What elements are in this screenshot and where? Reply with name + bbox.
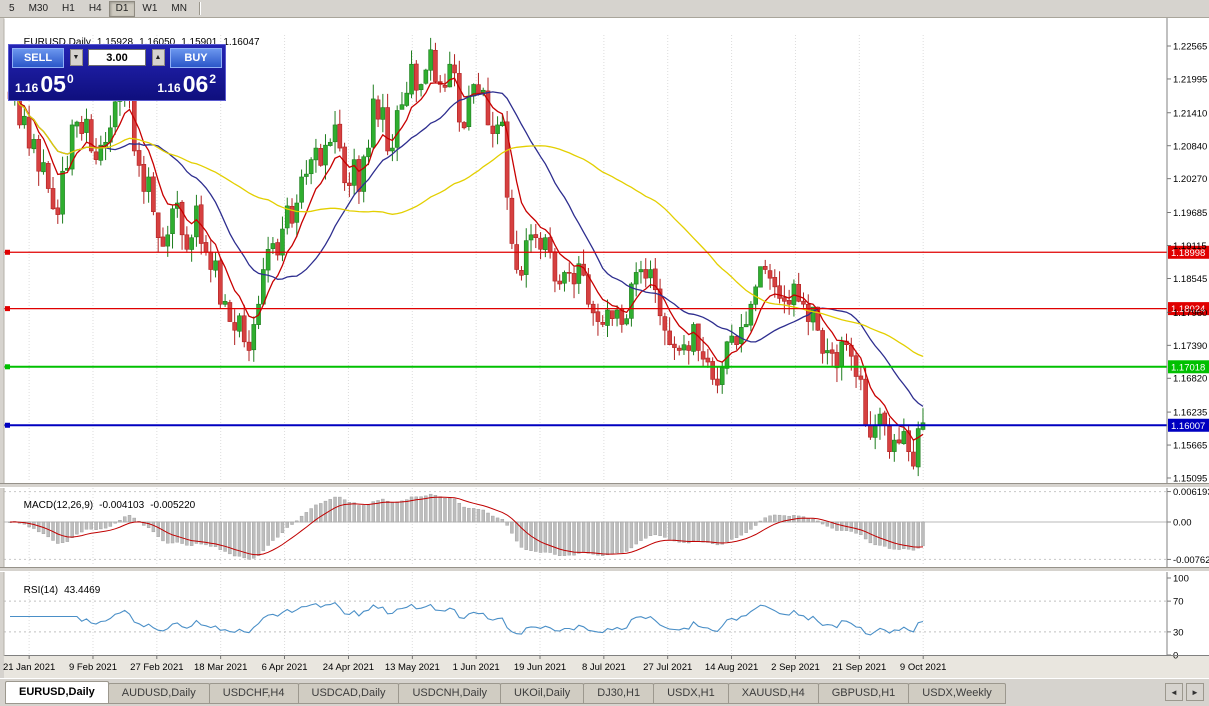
- svg-text:1.15095: 1.15095: [1173, 473, 1207, 484]
- svg-text:27 Jul 2021: 27 Jul 2021: [643, 662, 692, 673]
- svg-text:13 May 2021: 13 May 2021: [385, 662, 440, 673]
- tab-usdchf-h4[interactable]: USDCHF,H4: [208, 683, 299, 704]
- svg-text:1.21410: 1.21410: [1173, 108, 1207, 119]
- tab-audusd-daily[interactable]: AUDUSD,Daily: [107, 683, 210, 704]
- svg-text:30: 30: [1173, 627, 1184, 638]
- tab-usdcad-daily[interactable]: USDCAD,Daily: [297, 683, 400, 704]
- svg-text:70: 70: [1173, 597, 1184, 608]
- tab-dj30-h1[interactable]: DJ30,H1: [583, 683, 655, 704]
- tab-usdx-weekly[interactable]: USDX,Weekly: [908, 683, 1006, 704]
- volume-increase-button[interactable]: ▲: [151, 49, 165, 66]
- tab-gbpusd-h1[interactable]: GBPUSD,H1: [817, 683, 910, 704]
- svg-text:9 Oct 2021: 9 Oct 2021: [900, 662, 946, 673]
- svg-text:19 Jun 2021: 19 Jun 2021: [514, 662, 566, 673]
- tab-scroll-left-icon[interactable]: ◄: [1165, 683, 1183, 701]
- chart-tab-bar: EURUSD,Daily AUDUSD,Daily USDCHF,H4 USDCAD,…: [0, 678, 1209, 706]
- svg-text:1.15665: 1.15665: [1173, 441, 1207, 452]
- svg-text:1.18998: 1.18998: [1171, 248, 1205, 259]
- svg-text:9 Feb 2021: 9 Feb 2021: [69, 662, 117, 673]
- timeframe-d1[interactable]: D1: [108, 0, 136, 17]
- svg-text:1.16235: 1.16235: [1173, 408, 1207, 419]
- chart-area: 1.18998 1.18024 1.17018 1.16007 1.22565 1.219…: [0, 18, 1209, 678]
- svg-text:14 Aug 2021: 14 Aug 2021: [705, 662, 758, 673]
- svg-text:0.00: 0.00: [1173, 518, 1192, 529]
- timeframe-m30[interactable]: M30: [28, 2, 49, 14]
- timeframe-toolbar: 5 M30 H1 H4 D1 W1 MN: [0, 0, 1209, 18]
- svg-text:27 Feb 2021: 27 Feb 2021: [130, 662, 183, 673]
- svg-text:1.18545: 1.18545: [1173, 274, 1207, 285]
- svg-text:2 Sep 2021: 2 Sep 2021: [771, 662, 820, 673]
- svg-text:1.17018: 1.17018: [1171, 362, 1205, 373]
- svg-text:1.16007: 1.16007: [1171, 421, 1205, 432]
- svg-text:24 Apr 2021: 24 Apr 2021: [323, 662, 374, 673]
- volume-input[interactable]: [88, 49, 146, 66]
- sell-price: 1.16 05 0: [15, 73, 74, 96]
- svg-text:1.21995: 1.21995: [1173, 74, 1207, 85]
- svg-text:8 Jul 2021: 8 Jul 2021: [582, 662, 626, 673]
- sell-price-point: 0: [66, 72, 74, 86]
- svg-text:1.18024: 1.18024: [1171, 304, 1205, 315]
- tab-scroll-right-icon[interactable]: ►: [1186, 683, 1204, 701]
- svg-text:1.17960: 1.17960: [1173, 308, 1207, 319]
- tab-scroll-arrows: ◄ ►: [1165, 683, 1209, 706]
- pane-splitter-rsi[interactable]: [0, 567, 1209, 572]
- svg-text:1.20840: 1.20840: [1173, 141, 1207, 152]
- svg-text:0.006193: 0.006193: [1173, 487, 1209, 498]
- tab-usdcnh-daily[interactable]: USDCNH,Daily: [398, 683, 502, 704]
- svg-text:-0.00762: -0.00762: [1173, 555, 1209, 566]
- svg-text:1.20270: 1.20270: [1173, 174, 1207, 185]
- buy-price: 1.16 06 2: [157, 73, 216, 96]
- svg-text:100: 100: [1173, 574, 1189, 585]
- tab-ukoil-daily[interactable]: UKOil,Daily: [500, 683, 585, 704]
- buy-price-base: 1.16: [157, 81, 181, 95]
- chart-canvas[interactable]: 1.18998 1.18024 1.17018 1.16007 1.22565 1.219…: [0, 18, 1209, 678]
- toolbar-separator: [198, 2, 200, 15]
- buy-price-point: 2: [209, 72, 216, 86]
- tab-usdx-h1[interactable]: USDX,H1: [653, 683, 729, 704]
- timeframe-h4[interactable]: H4: [88, 2, 102, 14]
- tab-eurusd-daily[interactable]: EURUSD,Daily: [5, 681, 109, 704]
- timeframe-h1[interactable]: H1: [62, 2, 75, 14]
- svg-text:21 Sep 2021: 21 Sep 2021: [832, 662, 886, 673]
- sell-price-pips: 05: [40, 71, 66, 97]
- svg-text:18 Mar 2021: 18 Mar 2021: [194, 662, 247, 673]
- svg-text:21 Jan 2021: 21 Jan 2021: [3, 662, 55, 673]
- svg-text:1.17390: 1.17390: [1173, 341, 1207, 352]
- svg-text:1.16820: 1.16820: [1173, 374, 1207, 385]
- svg-text:1.22565: 1.22565: [1173, 42, 1207, 53]
- svg-text:1 Jun 2021: 1 Jun 2021: [453, 662, 500, 673]
- svg-text:6 Apr 2021: 6 Apr 2021: [262, 662, 308, 673]
- timeframe-mn[interactable]: MN: [171, 2, 187, 14]
- svg-text:1.19115: 1.19115: [1173, 241, 1207, 252]
- buy-button[interactable]: BUY: [170, 47, 222, 68]
- tab-xauusd-h4[interactable]: XAUUSD,H4: [727, 683, 819, 704]
- sell-button[interactable]: SELL: [12, 47, 64, 68]
- svg-text:1.19685: 1.19685: [1173, 208, 1207, 219]
- timeframe-w1[interactable]: W1: [142, 2, 158, 14]
- pane-splitter-macd[interactable]: [0, 483, 1209, 488]
- volume-decrease-button[interactable]: ▼: [69, 49, 83, 66]
- chart-tabs: EURUSD,Daily AUDUSD,Daily USDCHF,H4 USDCAD,…: [0, 681, 1165, 706]
- sell-price-base: 1.16: [15, 81, 39, 95]
- buy-price-pips: 06: [182, 71, 209, 97]
- timeframe-5[interactable]: 5: [9, 2, 15, 14]
